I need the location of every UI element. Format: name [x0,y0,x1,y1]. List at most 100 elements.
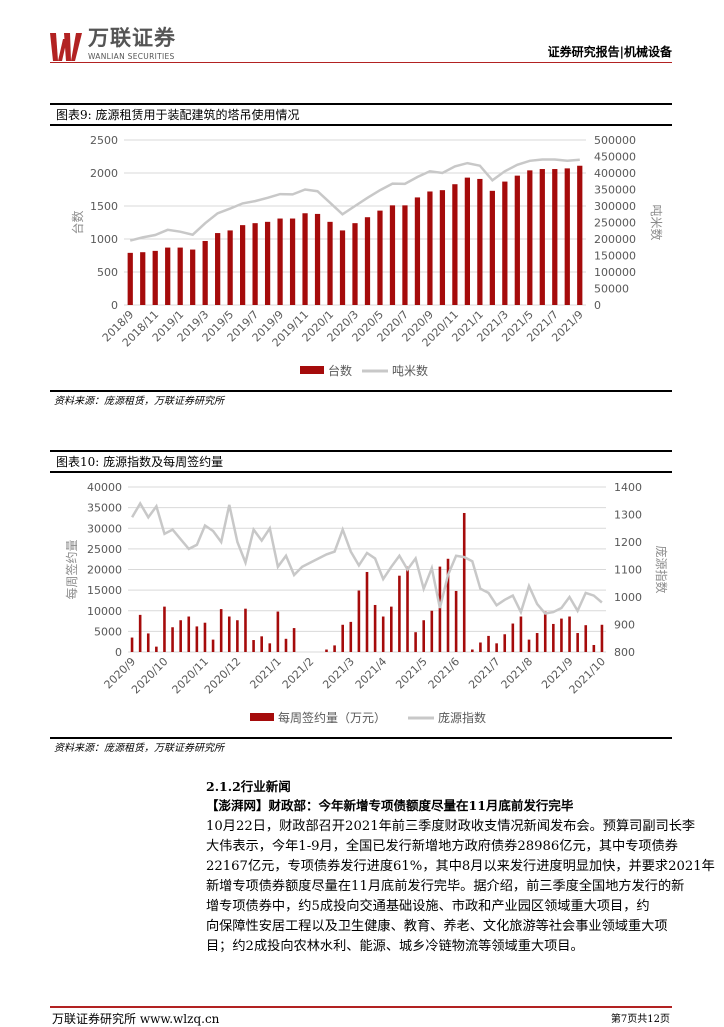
bar [179,620,182,652]
footer-page-number: 第7页共12页 [610,1014,670,1025]
wanlian-logo-icon [50,33,82,61]
bar [527,170,533,305]
line-series [129,158,580,242]
bar [244,608,247,652]
y-tick-label: 15000 [87,584,122,597]
y-tick-label: 1000 [90,233,118,246]
y2-tick-label: 500000 [594,134,636,147]
y2-tick-label: 0 [594,299,601,312]
bar [414,632,417,652]
x-tick-label: 2020/10 [129,655,171,697]
y-axis-title: 每周签约量 [64,539,79,599]
bar [479,642,482,652]
logo-text-cn: 万联证券 [88,26,176,50]
news-line: 10月22日，财政部召开2021年前三季度财政收支情况新闻发布会。预算司副司长李 [206,819,696,834]
footer-divider [50,1006,672,1008]
bar [289,218,296,305]
x-tick-label: 2021/1 [247,655,284,692]
y2-tick-label: 300000 [594,200,636,213]
y-tick-label: 0 [115,646,122,659]
bar [514,175,520,305]
bar [171,627,174,652]
y2-tick-label: 350000 [594,184,636,197]
y-axis-title: 台数 [70,210,85,234]
x-tick-label: 2020/12 [202,655,244,697]
bar [389,205,396,305]
bar [414,197,421,305]
x-tick-label: 2021/8 [499,655,536,692]
y2-axis-title: 吨米数 [649,204,664,240]
bar [477,178,483,305]
bar [511,623,515,652]
bar [471,649,474,652]
bar [292,628,296,652]
bar [130,637,134,652]
bar [239,225,246,305]
y2-tick-label: 150000 [594,250,636,263]
y2-tick-label: 1200 [614,536,642,549]
legend-bar-swatch [300,366,324,374]
bar [576,633,579,652]
x-tick-label: 2021/10 [567,655,609,697]
x-tick-label: 2021/4 [353,655,390,692]
y2-tick-label: 450000 [594,151,636,164]
bar [252,640,255,652]
bar [464,177,471,305]
bar [155,646,158,652]
bar [552,623,555,652]
bar [377,210,383,305]
fig9-bottom-rule [50,390,672,392]
y-tick-label: 35000 [87,502,122,515]
bar [422,620,426,652]
bar [349,621,353,652]
bar [252,223,258,305]
bar [427,191,433,305]
bar [560,618,563,652]
x-tick-label: 2021/3 [320,655,357,692]
legend-bar-label: 每周签约量（万元） [278,710,386,725]
bar [577,165,583,305]
bar [406,566,409,652]
bar [357,590,361,652]
bar [446,558,450,652]
y-tick-label: 40000 [87,481,122,494]
bar [543,611,547,652]
bar [236,620,239,652]
y2-tick-label: 50000 [594,283,629,296]
bar [219,609,223,652]
bar [302,213,308,305]
bar [495,643,498,652]
bar [364,217,371,305]
bar [203,622,207,652]
news-line: 目；约2成投向农林水利、能源、城乡冷链物流等领域重大项目。 [206,939,584,954]
bar [535,633,539,652]
bar [165,247,171,305]
bar [439,190,446,305]
bar [152,250,158,305]
y-tick-label: 1500 [90,200,118,213]
x-tick-label: 2021/2 [280,655,317,692]
logo-text-en: WANLIAN SECURITIES [88,52,175,61]
y-tick-label: 5000 [94,625,122,638]
bar [325,649,328,652]
bar [365,571,369,652]
fig9-source: 资料来源：庞源租赁，万联证券研究所 [54,396,224,407]
x-tick-label: 2021/6 [426,655,463,692]
bar [284,638,288,652]
news-line: 增专项债券中，约5成投向交通基础设施、市政和产业园区领域重大项目，约 [206,899,650,914]
bar [314,213,321,305]
bar [327,221,333,305]
y-tick-label: 500 [97,266,118,279]
y-tick-label: 0 [111,299,118,312]
bar [202,240,208,305]
bar [187,616,191,652]
fig10-title-rule [50,471,672,473]
legend-line-label: 吨米数 [392,363,428,378]
bar [592,644,596,652]
x-tick-label: 2021/5 [393,655,430,692]
bar [381,616,385,652]
fig10-top-rule [50,450,672,452]
fig9-chart: 0 500 1000 1500 2000 2500 0 50000 100000 150000 20… [70,134,664,378]
bar [140,252,146,305]
y2-axis-title: 庞源指数 [654,545,669,593]
